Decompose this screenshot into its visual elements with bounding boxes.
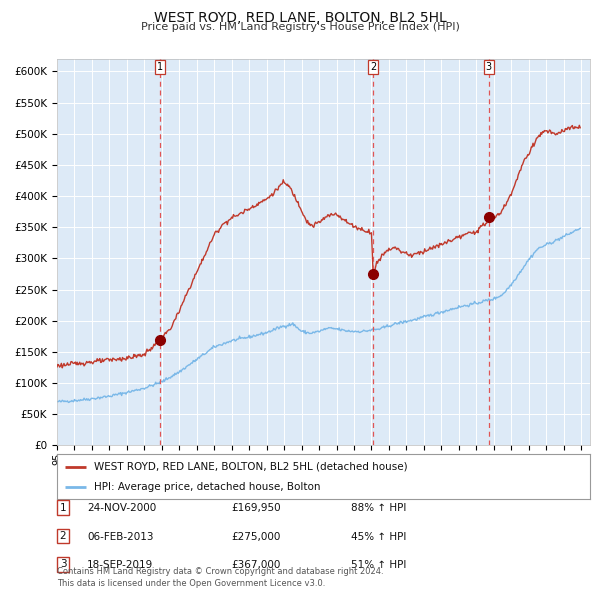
Text: £275,000: £275,000 xyxy=(231,532,280,542)
Text: 88% ↑ HPI: 88% ↑ HPI xyxy=(351,503,406,513)
Text: £367,000: £367,000 xyxy=(231,560,280,570)
Text: 3: 3 xyxy=(59,559,67,569)
Text: £169,950: £169,950 xyxy=(231,503,281,513)
Text: 06-FEB-2013: 06-FEB-2013 xyxy=(87,532,154,542)
Text: 3: 3 xyxy=(486,62,492,72)
Text: WEST ROYD, RED LANE, BOLTON, BL2 5HL: WEST ROYD, RED LANE, BOLTON, BL2 5HL xyxy=(154,11,446,25)
Text: 45% ↑ HPI: 45% ↑ HPI xyxy=(351,532,406,542)
Text: Price paid vs. HM Land Registry's House Price Index (HPI): Price paid vs. HM Land Registry's House … xyxy=(140,22,460,32)
Text: 24-NOV-2000: 24-NOV-2000 xyxy=(87,503,156,513)
Text: 18-SEP-2019: 18-SEP-2019 xyxy=(87,560,153,570)
Text: 2: 2 xyxy=(59,531,67,541)
Text: Contains HM Land Registry data © Crown copyright and database right 2024.
This d: Contains HM Land Registry data © Crown c… xyxy=(57,568,383,588)
Text: 1: 1 xyxy=(59,503,67,513)
Text: 51% ↑ HPI: 51% ↑ HPI xyxy=(351,560,406,570)
Text: HPI: Average price, detached house, Bolton: HPI: Average price, detached house, Bolt… xyxy=(94,483,321,493)
Text: 2: 2 xyxy=(370,62,376,72)
Text: 1: 1 xyxy=(157,62,163,72)
Text: WEST ROYD, RED LANE, BOLTON, BL2 5HL (detached house): WEST ROYD, RED LANE, BOLTON, BL2 5HL (de… xyxy=(94,462,408,471)
